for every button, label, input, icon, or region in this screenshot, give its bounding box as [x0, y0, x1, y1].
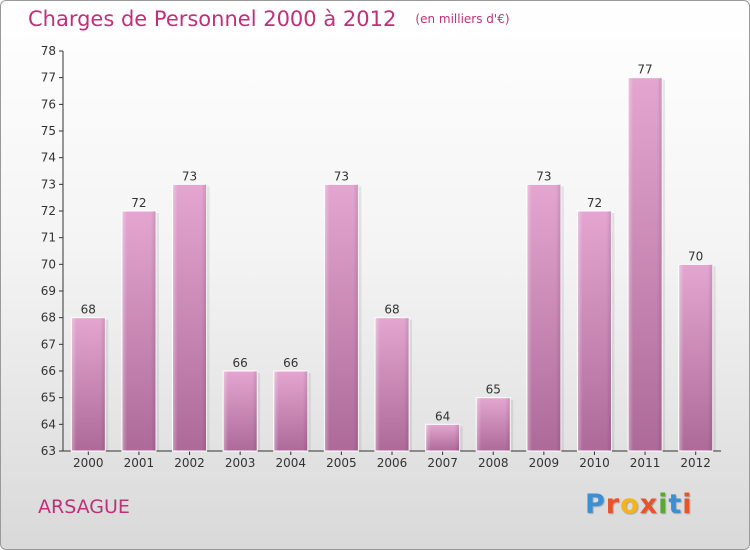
x-tick-label: 2009 [529, 456, 560, 470]
y-tick-label: 67 [41, 337, 56, 351]
y-axis: 63 64 65 66 67 68 69 70 71 72 73 74 75 76 77 78 [41, 44, 64, 458]
data-label: 73 [182, 169, 197, 183]
bar-shade [425, 424, 460, 451]
logo-letter: r [605, 489, 621, 520]
y-tick-label: 68 [41, 311, 56, 325]
x-tick-label: 2012 [680, 456, 711, 470]
x-tick-label: 2008 [478, 456, 509, 470]
y-tick-label: 76 [41, 97, 56, 111]
y-tick-label: 71 [41, 231, 56, 245]
logo-letter: i [682, 489, 693, 520]
data-label: 73 [334, 169, 349, 183]
data-label: 66 [233, 356, 248, 370]
y-tick-label: 65 [41, 391, 56, 405]
bar-shade [375, 317, 409, 451]
bar-shade [628, 77, 663, 452]
bar-shade [172, 184, 207, 452]
data-label: 65 [486, 383, 501, 397]
bar-shade [526, 184, 561, 452]
bar-shade [71, 317, 106, 451]
bar-shade [476, 397, 511, 451]
data-label: 64 [435, 409, 450, 423]
data-label: 72 [131, 196, 146, 210]
data-label: 66 [283, 356, 298, 370]
y-tick-label: 66 [41, 364, 56, 378]
data-label: 68 [81, 303, 96, 317]
x-tick-label: 2010 [579, 456, 610, 470]
logo-letter: t [668, 489, 683, 520]
x-tick-label: 2005 [326, 456, 357, 470]
bar-shade [678, 264, 713, 451]
x-tick-label: 2007 [427, 456, 458, 470]
data-label: 73 [536, 169, 551, 183]
logo-letter: i [658, 489, 669, 520]
data-label: 68 [384, 303, 399, 317]
bar-shade [273, 371, 308, 451]
bar-shade [324, 184, 359, 452]
x-tick-label: 2011 [630, 456, 661, 470]
title-row: Charges de Personnel 2000 à 2012 (en mil… [28, 7, 510, 31]
logo-letter: P [585, 489, 606, 520]
chart-unit: (en milliers d'€) [415, 12, 510, 26]
x-tick-label: 2006 [377, 456, 408, 470]
bar-shade [121, 211, 156, 451]
y-tick-label: 78 [41, 44, 56, 58]
y-tick-label: 73 [41, 177, 56, 191]
data-label: 72 [587, 196, 602, 210]
y-tick-label: 77 [41, 71, 56, 85]
y-tick-label: 69 [41, 284, 56, 298]
bar-shade [223, 371, 258, 451]
proxiti-logo[interactable]: Proxiti [585, 489, 693, 520]
bars: 68 72 73 66 66 73 68 64 65 73 72 77 70 [70, 63, 716, 452]
y-tick-label: 63 [41, 444, 56, 458]
x-axis: 2000 2001 2002 2003 2004 2005 2006 2007 2008 2009… [63, 450, 721, 470]
y-tick-label: 64 [41, 417, 56, 431]
x-tick-label: 2002 [174, 456, 205, 470]
logo-letter: x [639, 489, 659, 520]
logo-letter: o [620, 489, 640, 520]
y-tick-label: 72 [41, 204, 56, 218]
data-label: 70 [688, 249, 703, 263]
bar-shade [577, 211, 612, 451]
y-tick-label: 75 [41, 124, 56, 138]
y-tick-label: 74 [41, 151, 56, 165]
data-label: 77 [637, 63, 652, 77]
x-tick-label: 2000 [73, 456, 104, 470]
commune-name: ARSAGUE [38, 496, 130, 518]
chart-title: Charges de Personnel 2000 à 2012 [28, 7, 397, 31]
x-tick-label: 2003 [225, 456, 256, 470]
x-tick-label: 2004 [275, 456, 306, 470]
x-tick-label: 2001 [124, 456, 155, 470]
y-tick-label: 70 [41, 257, 56, 271]
